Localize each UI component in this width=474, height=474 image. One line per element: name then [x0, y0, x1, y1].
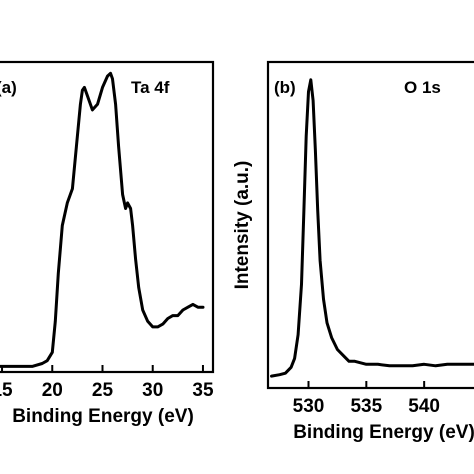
- x-tick-label: 35: [192, 380, 214, 401]
- peak-annotation: O 1s: [404, 78, 441, 97]
- x-tick-label: 535: [350, 396, 382, 417]
- spectrum-line: [270, 78, 474, 378]
- x-tick-label: 540: [408, 396, 440, 417]
- x-tick-label: 20: [42, 380, 63, 401]
- x-tick-label: 25: [92, 380, 114, 401]
- spectrum-line: [0, 71, 205, 368]
- x-tick-label: 530: [293, 396, 325, 417]
- panel-a-ta4f: 15 20 25 30 35 Binding Energy (eV) (a) Ta 4f: [0, 60, 215, 427]
- x-tick-label: 15: [0, 380, 13, 401]
- x-tick-label: 30: [142, 380, 163, 401]
- y-axis-title: Intensity (a.u.): [232, 161, 253, 290]
- panel-label: (a): [0, 78, 17, 97]
- panel-b-o1s: 530 535 540 Binding Energy (eV) Intensity (a…: [232, 60, 474, 443]
- panel-label: (b): [274, 78, 296, 97]
- peak-annotation: Ta 4f: [131, 78, 170, 97]
- x-axis-title: Binding Energy (eV): [12, 406, 194, 427]
- plot-frame: [266, 60, 474, 390]
- plot-frame: [0, 60, 215, 374]
- x-axis-title: Binding Energy (eV): [293, 422, 474, 443]
